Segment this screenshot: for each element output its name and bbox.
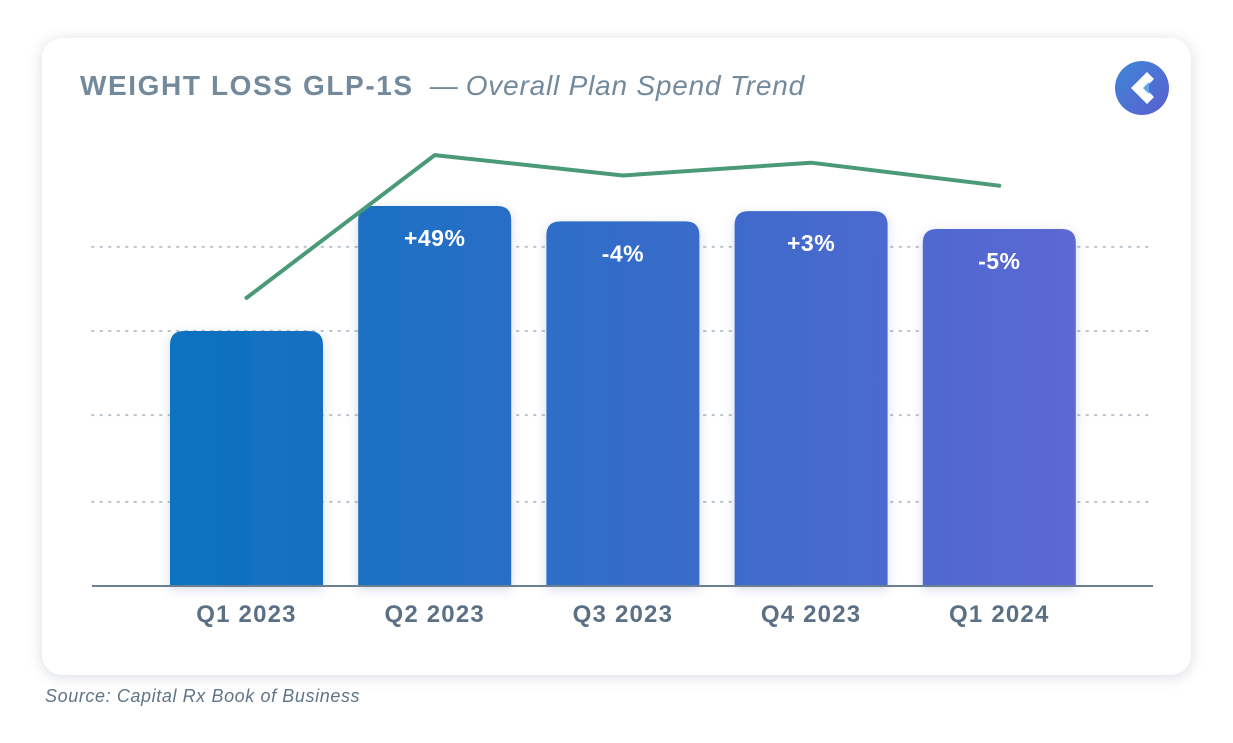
bar-q1-2024	[922, 229, 1076, 586]
bar-q1-2023	[170, 331, 323, 586]
x-tick-label-2: Q2 2023	[384, 601, 484, 628]
chart-title-main: WEIGHT LOSS GLP-1S	[80, 70, 414, 101]
bars	[170, 206, 1076, 587]
capital-rx-logo-icon	[1115, 61, 1169, 115]
chart-title: WEIGHT LOSS GLP-1S — Overall Plan Spend …	[80, 70, 805, 102]
x-tick-label-4: Q4 2023	[761, 601, 861, 628]
bar-q2-2023	[358, 206, 512, 587]
bar-label-3: -4%	[602, 240, 644, 266]
bar-q4-2023	[734, 211, 888, 586]
x-tick-label-3: Q3 2023	[573, 601, 673, 628]
bar-label-4: +3%	[787, 230, 835, 256]
bar-q3-2023	[546, 221, 700, 586]
bar-label-2: +49%	[404, 225, 465, 251]
labels: Q1 2023 +49% Q2 2023 -4% Q3 2023 +3% Q4 2023 -5…	[196, 225, 1049, 628]
x-tick-label-5: Q1 2024	[949, 601, 1049, 628]
source-note: Source: Capital Rx Book of Business	[45, 686, 361, 706]
bar-label-5: -5%	[978, 248, 1020, 274]
chart-title-separator: —	[429, 70, 458, 101]
trend-line-layer	[244, 153, 1002, 300]
chart-subtitle: Overall Plan Spend Trend	[465, 70, 806, 101]
x-tick-label-1: Q1 2023	[196, 601, 296, 628]
